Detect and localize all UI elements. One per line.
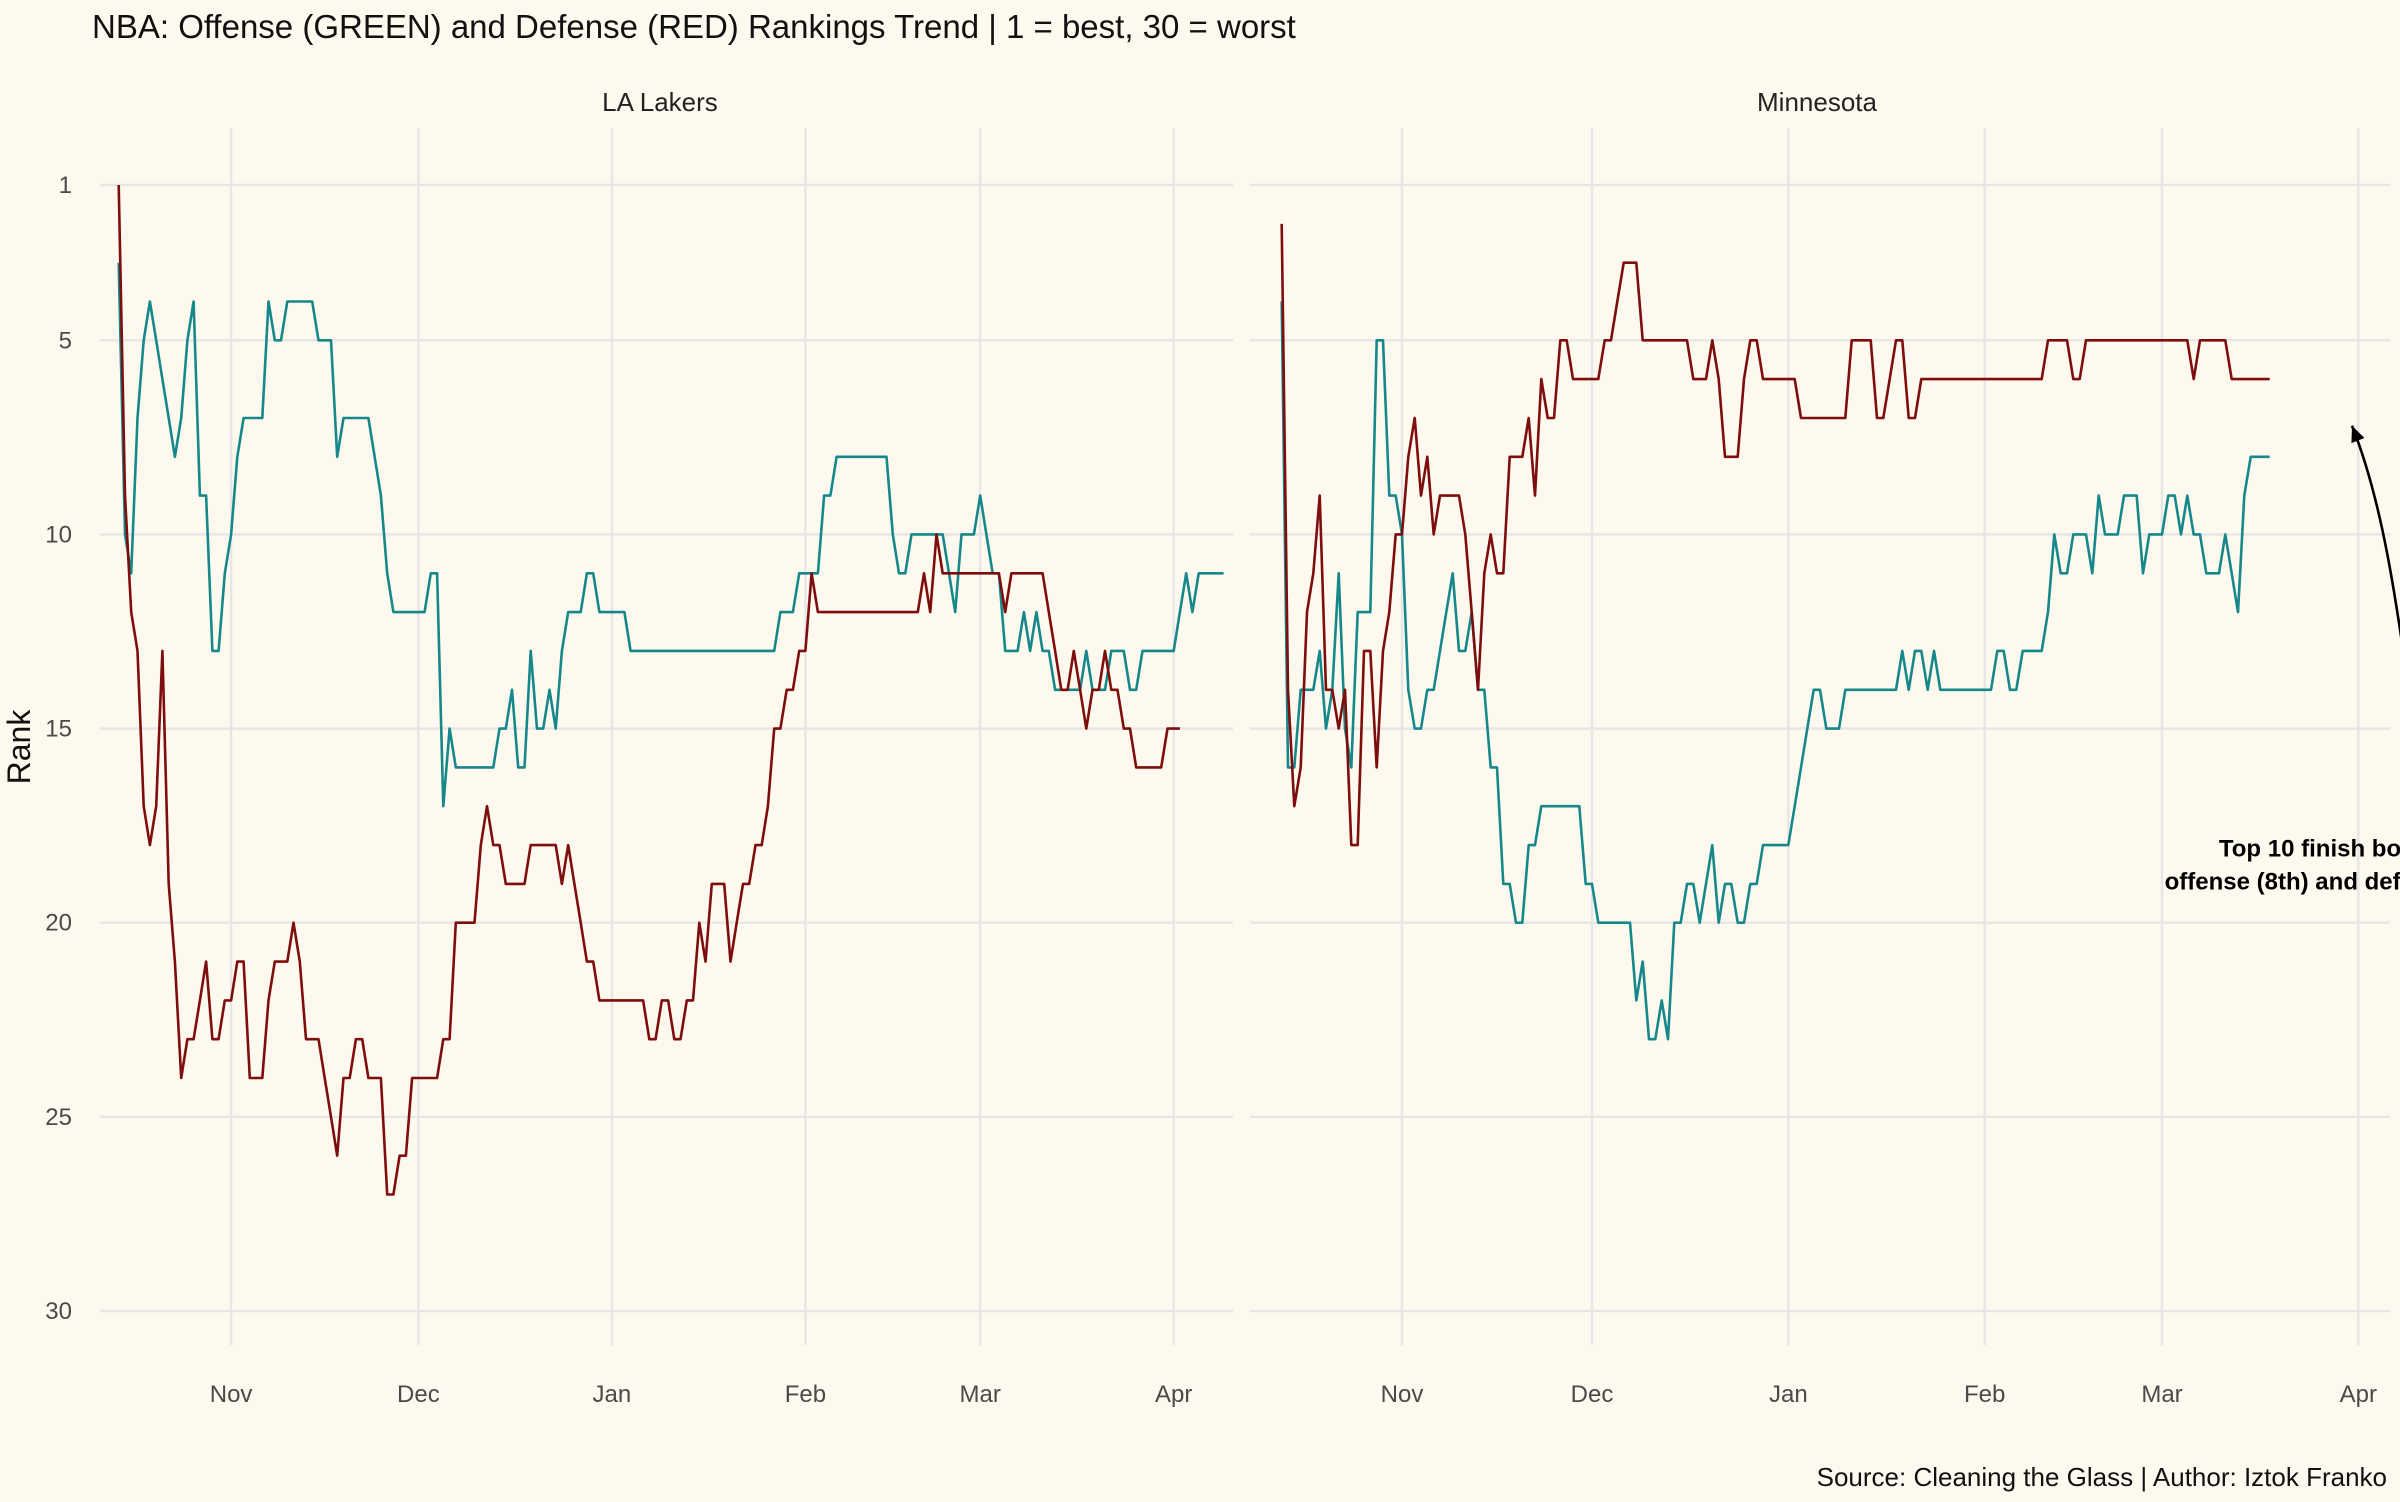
x-tick-label: Jan (1769, 1381, 1808, 1408)
x-tick-label: Feb (785, 1381, 826, 1408)
series-line-offense (1280, 301, 2270, 1041)
x-tick-label: Apr (2340, 1381, 2377, 1408)
y-axis-label: Rank (1, 709, 37, 785)
x-tick-label: Feb (1964, 1381, 2005, 1408)
x-tick-label: Dec (1571, 1381, 1614, 1408)
x-tick-label: Nov (210, 1381, 253, 1408)
y-tick-label: 25 (45, 1104, 72, 1131)
annotation-arrow (2350, 425, 2400, 639)
annotation-text: Top 10 finish both on (2219, 836, 2400, 863)
y-tick-label: 30 (45, 1298, 72, 1325)
y-tick-label: 20 (45, 910, 72, 937)
series-line-offense (117, 262, 1224, 808)
x-tick-label: Dec (397, 1381, 440, 1408)
facet-title: Minnesota (1757, 87, 1877, 117)
x-tick-label: Mar (960, 1381, 1001, 1408)
series-line-defense (117, 184, 1180, 1196)
y-tick-label: 1 (59, 172, 72, 199)
y-tick-label: 15 (45, 716, 72, 743)
series-line-defense (1280, 223, 2270, 847)
x-tick-label: Nov (1381, 1381, 1424, 1408)
annotation-arrowhead (2351, 425, 2365, 444)
chart-title: NBA: Offense (GREEN) and Defense (RED) R… (92, 8, 1296, 45)
facet-title: LA Lakers (602, 87, 718, 117)
y-tick-label: 5 (59, 327, 72, 354)
chart-caption: Source: Cleaning the Glass | Author: Izt… (1817, 1462, 2387, 1492)
panel-minnesota: Minnesota Nov Dec Jan Feb Mar Apr Top 10 finish… (1250, 87, 2400, 1408)
y-tick-label: 10 (45, 521, 72, 548)
x-tick-label: Jan (593, 1381, 632, 1408)
x-tick-label: Apr (1155, 1381, 1192, 1408)
annotation-text: offense (8th) and defense (6th) (2165, 869, 2400, 896)
x-tick-label: Mar (2141, 1381, 2182, 1408)
